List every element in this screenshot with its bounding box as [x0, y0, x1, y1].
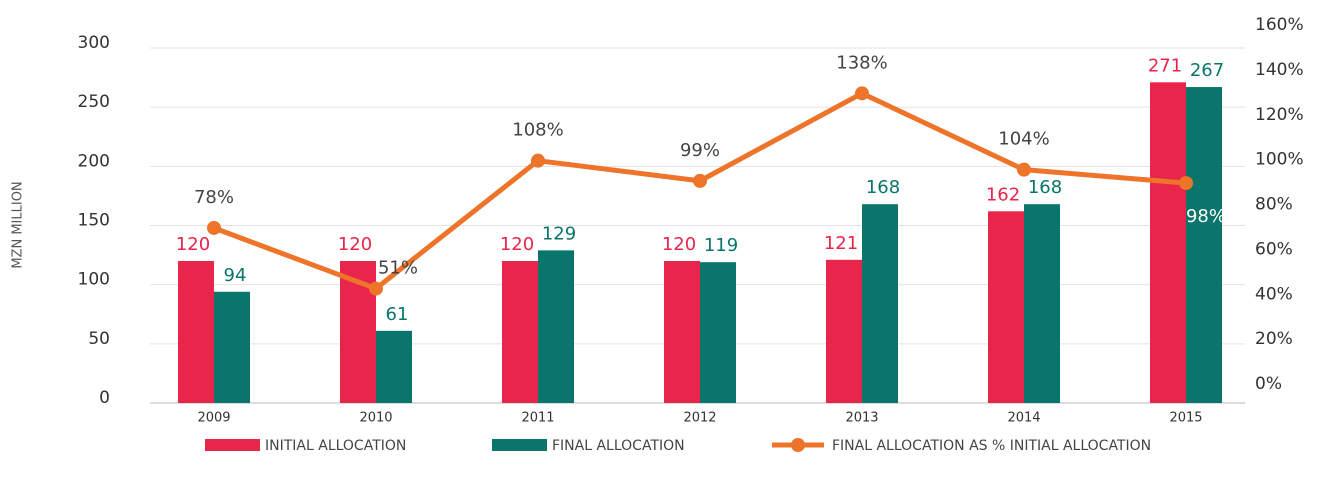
- y-tick-label: 0: [99, 388, 110, 408]
- value-label: 168: [866, 177, 900, 198]
- y2-tick-label: 20%: [1255, 329, 1293, 349]
- legend-label: INITIAL ALLOCATION: [265, 438, 406, 454]
- value-label: 129: [542, 223, 576, 244]
- bar: [988, 211, 1024, 403]
- x-tick-label: 2015: [1169, 411, 1202, 426]
- y2-tick-label: 80%: [1255, 195, 1293, 215]
- y2-tick-label: 160%: [1255, 15, 1304, 35]
- line-point: [855, 86, 869, 101]
- value-label: 120: [338, 234, 372, 255]
- value-label: 162: [986, 184, 1020, 205]
- y-tick-label: 100: [78, 270, 110, 290]
- value-label: 94: [224, 265, 247, 286]
- value-label: 51%: [378, 258, 418, 279]
- value-label: 104%: [998, 129, 1049, 150]
- legend-label: FINAL ALLOCATION AS % INITIAL ALLOCATION: [832, 438, 1151, 454]
- y2-tick-label: 0%: [1255, 374, 1282, 394]
- bar: [502, 261, 538, 403]
- line-point: [693, 173, 707, 188]
- value-label: 271: [1148, 55, 1182, 76]
- line-point: [1017, 162, 1031, 177]
- value-label: 119: [704, 235, 738, 256]
- bar: [700, 262, 736, 403]
- value-label: 267: [1190, 60, 1224, 81]
- x-tick-label: 2013: [845, 411, 878, 426]
- bar: [826, 259, 862, 403]
- y-axis-title: MZN MILLION: [11, 181, 26, 268]
- x-tick-label: 2014: [1007, 411, 1040, 426]
- bar: [1186, 87, 1222, 404]
- legend-label: FINAL ALLOCATION: [552, 438, 685, 454]
- line-point: [369, 281, 383, 296]
- value-label: 61: [386, 304, 409, 325]
- value-label: 98%: [1186, 206, 1226, 227]
- value-label: 120: [662, 234, 696, 255]
- y-tick-label: 250: [78, 92, 110, 112]
- value-label: 108%: [512, 120, 563, 141]
- bar: [1150, 82, 1186, 404]
- legend-swatch: [205, 439, 260, 451]
- bar: [376, 330, 412, 403]
- legend-dot: [791, 438, 805, 452]
- bar: [538, 250, 574, 403]
- value-label: 78%: [194, 187, 234, 208]
- x-tick-label: 2011: [521, 411, 554, 426]
- legend-swatch: [492, 439, 547, 451]
- y-tick-label: 50: [88, 329, 110, 349]
- x-tick-label: 2012: [683, 411, 716, 426]
- bar: [1024, 204, 1060, 403]
- value-label: 99%: [680, 140, 720, 161]
- y2-tick-label: 40%: [1255, 284, 1293, 304]
- y-tick-label: 300: [78, 33, 110, 53]
- bar: [178, 261, 214, 403]
- y-tick-label: 150: [78, 211, 110, 231]
- bar: [862, 204, 898, 403]
- line-point: [531, 153, 545, 168]
- y-tick-label: 200: [78, 151, 110, 171]
- value-label: 120: [500, 234, 534, 255]
- y2-tick-label: 60%: [1255, 239, 1293, 259]
- line-point: [1179, 176, 1193, 191]
- line-point: [207, 220, 221, 235]
- x-tick-label: 2010: [359, 411, 392, 426]
- bar: [214, 291, 250, 403]
- value-label: 168: [1028, 177, 1062, 198]
- y2-tick-label: 140%: [1255, 60, 1304, 80]
- value-label: 120: [176, 234, 210, 255]
- value-label: 121: [824, 233, 858, 254]
- y2-tick-label: 120%: [1255, 105, 1304, 125]
- y2-tick-label: 100%: [1255, 150, 1304, 170]
- value-label: 138%: [836, 52, 887, 73]
- x-tick-label: 2009: [197, 411, 230, 426]
- bar: [664, 261, 700, 403]
